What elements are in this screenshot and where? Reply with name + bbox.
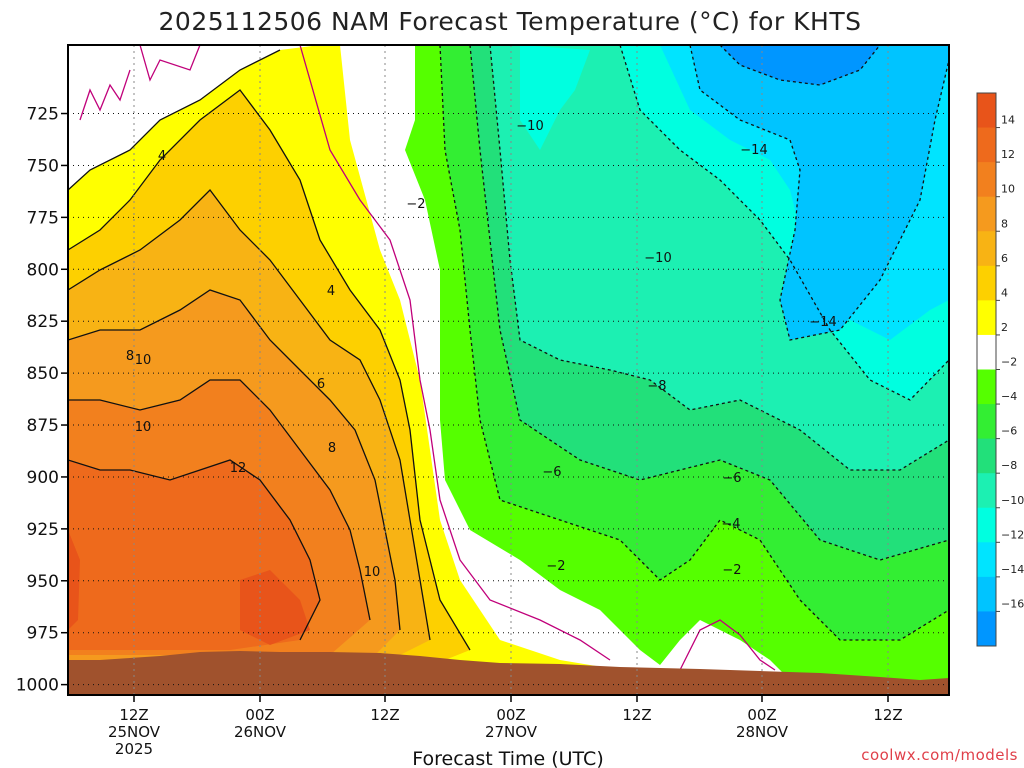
contour-label: 6: [317, 377, 325, 392]
contour-label: −2: [722, 563, 741, 578]
y-tick-label: 975: [27, 624, 59, 644]
colorbar: 14 12 10 8 6 4 2 −2 −4 −6 −8 −10 −12 −14 −16: [976, 92, 1024, 647]
colorbar-segment: [977, 265, 996, 301]
colorbar-tick-label: −10: [1001, 494, 1024, 507]
grid-lines: [68, 45, 949, 695]
colorbar-segment: [977, 127, 996, 163]
temperature-field: [68, 45, 949, 695]
colorbar-segment: [977, 300, 996, 336]
y-tick-label: 800: [27, 260, 59, 280]
colorbar-segment: [977, 369, 996, 405]
y-tick-label: 900: [27, 468, 59, 488]
x-tick-label: 12Z: [873, 706, 902, 724]
band-minus14: [690, 45, 949, 340]
chart-title: 2025112506 NAM Forecast Temperature (°C)…: [159, 7, 862, 36]
y-tick-label: 725: [27, 105, 59, 125]
colorbar-tick-label: −16: [1001, 597, 1024, 610]
terrain-surface: [68, 651, 949, 695]
y-tick-label: 950: [27, 572, 59, 592]
credit-link[interactable]: coolwx.com/models: [861, 746, 1018, 764]
colorbar-segment: [977, 231, 996, 267]
colorbar-segment: [977, 404, 996, 440]
colorbar-tick-label: −6: [1001, 425, 1017, 438]
colorbar-tick-label: 6: [1001, 252, 1008, 265]
colorbar-tick-label: 8: [1001, 217, 1008, 230]
contour-lines: [68, 45, 949, 671]
contour-label: −8: [647, 379, 666, 394]
colorbar-segment: [977, 93, 996, 129]
contour-label: 12: [230, 461, 247, 476]
plot-frame: [67, 44, 950, 696]
colorbar-tick-label: 12: [1001, 148, 1015, 161]
colorbar-tick-label: 2: [1001, 321, 1008, 334]
y-axis: 725 750 775 800 825 850 875 900 925 950 975 1000: [16, 105, 68, 696]
contour-label: −2: [406, 197, 425, 212]
x-tick-label: 12Z: [370, 706, 399, 724]
y-tick-label: 925: [27, 520, 59, 540]
contour-label: 8: [328, 441, 336, 456]
x-tick-label: 00Z: [496, 706, 525, 724]
contour-label: −14: [740, 143, 767, 158]
x-tick-label: 00Z: [747, 706, 776, 724]
x-tick-year: 2025: [115, 740, 153, 758]
colorbar-tick-label: −8: [1001, 459, 1017, 472]
colorbar-segment: [977, 507, 996, 543]
x-tick-date: 27NOV: [485, 723, 538, 741]
colorbar-segment: [977, 196, 996, 232]
colorbar-tick-label: −14: [1001, 563, 1024, 576]
band-plus14: [68, 530, 310, 645]
y-tick-label: 750: [27, 156, 59, 176]
y-tick-label: 875: [27, 416, 59, 436]
x-axis-label: Forecast Time (UTC): [412, 748, 603, 768]
y-tick-label: 825: [27, 312, 59, 332]
band-minus16: [720, 45, 880, 85]
x-tick-label: 12Z: [622, 706, 651, 724]
colorbar-segment: [977, 611, 996, 647]
contour-label: 10: [364, 565, 381, 580]
contour-label: −2: [546, 559, 565, 574]
contour-label: −4: [721, 517, 740, 532]
colorbar-segment: [977, 542, 996, 578]
colorbar-segment: [977, 438, 996, 474]
contour-label: −6: [722, 471, 741, 486]
contour-label: −10: [644, 251, 671, 266]
contour-label: −6: [542, 465, 561, 480]
x-tick-date: 25NOV: [108, 723, 161, 741]
colorbar-segment: [977, 576, 996, 612]
colorbar-tick-label: −4: [1001, 390, 1017, 403]
y-tick-label: 1000: [16, 676, 59, 696]
contour-label: −14: [809, 315, 836, 330]
x-tick-date: 28NOV: [736, 723, 789, 741]
contour-label: 10: [135, 420, 152, 435]
contour-label: −10: [516, 119, 543, 134]
x-tick-label: 00Z: [245, 706, 274, 724]
colorbar-segment: [977, 334, 996, 370]
contour-label: 4: [327, 284, 335, 299]
contour-label: 8: [126, 349, 134, 364]
colorbar-segment: [977, 473, 996, 509]
y-tick-label: 775: [27, 208, 59, 228]
contour-label: 4: [158, 149, 166, 164]
x-tick-label: 12Z: [119, 706, 148, 724]
colorbar-tick-label: 10: [1001, 183, 1015, 196]
colorbar-tick-label: −2: [1001, 356, 1017, 369]
x-tick-date: 26NOV: [234, 723, 287, 741]
contour-label: 10: [135, 353, 152, 368]
y-tick-label: 850: [27, 364, 59, 384]
colorbar-segment: [977, 162, 996, 198]
colorbar-tick-label: 14: [1001, 114, 1015, 127]
colorbar-tick-label: 4: [1001, 286, 1008, 299]
colorbar-tick-label: −12: [1001, 528, 1024, 541]
